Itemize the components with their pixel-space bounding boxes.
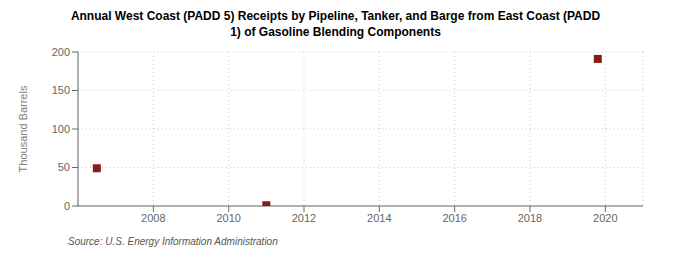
- svg-text:2014: 2014: [367, 212, 391, 224]
- svg-text:150: 150: [52, 84, 70, 96]
- svg-text:2020: 2020: [593, 212, 617, 224]
- svg-text:50: 50: [58, 161, 70, 173]
- svg-text:0: 0: [64, 200, 70, 212]
- svg-text:2010: 2010: [216, 212, 240, 224]
- svg-text:2018: 2018: [518, 212, 542, 224]
- svg-text:2016: 2016: [442, 212, 466, 224]
- svg-text:100: 100: [52, 123, 70, 135]
- svg-text:Thousand Barrels: Thousand Barrels: [17, 85, 29, 172]
- html-text:Source: U.S. Energy Informatio: Source: U.S. Energy Information Administ…: [68, 236, 278, 247]
- svg-text:200: 200: [52, 46, 70, 58]
- html-text:1) of Gasoline Blending Compon: 1) of Gasoline Blending Components: [230, 25, 441, 39]
- svg-text:2012: 2012: [292, 212, 316, 224]
- svg-text:2008: 2008: [141, 212, 165, 224]
- html-text:Annual West Coast (PADD 5) Rec: Annual West Coast (PADD 5) Receipts by P…: [70, 9, 601, 23]
